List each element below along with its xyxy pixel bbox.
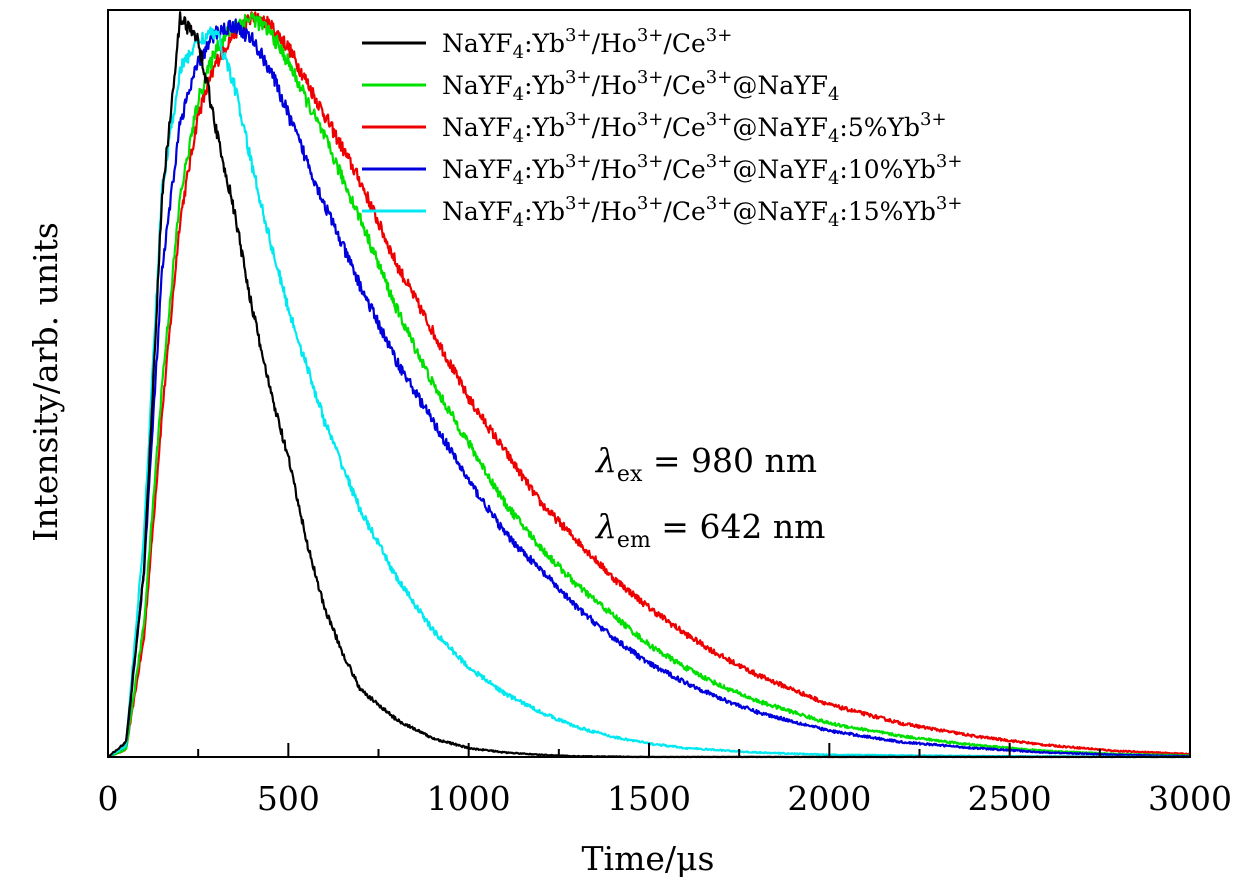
legend-text-part: /Ce bbox=[663, 71, 705, 100]
legend-text-part: /Ho bbox=[592, 113, 637, 142]
legend-text-part: :Yb bbox=[524, 29, 565, 58]
legend-text-part: 3+ bbox=[637, 151, 664, 172]
x-tick-label: 1000 bbox=[427, 779, 511, 818]
legend-text-part: :15%Yb bbox=[839, 197, 936, 226]
legend-text-part: :Yb bbox=[524, 197, 565, 226]
legend-text-part: 4 bbox=[513, 84, 524, 105]
y-axis-title: Intensity/arb. units bbox=[26, 222, 65, 542]
legend-text-part: 3+ bbox=[936, 193, 963, 214]
legend-text-part: NaYF bbox=[442, 197, 513, 226]
legend-text-part: :5%Yb bbox=[839, 113, 920, 142]
legend-text-part: 3+ bbox=[706, 109, 733, 130]
series-line-3 bbox=[107, 11, 1191, 758]
legend-text-part: 3+ bbox=[565, 109, 592, 130]
legend: NaYF4:Yb3+/Ho3+/Ce3+NaYF4:Yb3+/Ho3+/Ce3+… bbox=[362, 25, 962, 231]
legend-text-part: :Yb bbox=[524, 155, 565, 184]
x-axis: 0 500 1000 1500 2000 2500 3000 bbox=[98, 743, 1232, 818]
annotation-emission: λem = 642 nm bbox=[594, 507, 825, 553]
x-tick-label: 3000 bbox=[1148, 779, 1232, 818]
legend-text-part: 4 bbox=[828, 210, 839, 231]
legend-text-part: 4 bbox=[513, 168, 524, 189]
legend-text-part: 3+ bbox=[936, 151, 963, 172]
legend-text-part: 3+ bbox=[920, 109, 947, 130]
legend-text-part: 4 bbox=[828, 126, 839, 147]
legend-text-part: /Ho bbox=[592, 155, 637, 184]
excitation-subscript: ex bbox=[617, 462, 643, 487]
legend-text-part: @NaYF bbox=[732, 197, 828, 226]
excitation-value: = 980 nm bbox=[642, 441, 817, 480]
x-tick-label: 2000 bbox=[787, 779, 871, 818]
legend-text-part: :Yb bbox=[524, 71, 565, 100]
legend-text-part: 4 bbox=[828, 84, 839, 105]
svg-text:λem = 642 nm: λem = 642 nm bbox=[594, 507, 825, 553]
legend-text-part: 3+ bbox=[637, 109, 664, 130]
x-tick-label: 0 bbox=[98, 779, 119, 818]
legend-text-part: NaYF bbox=[442, 155, 513, 184]
legend-text-part: 3+ bbox=[565, 25, 592, 46]
legend-label-3: NaYF4:Yb3+/Ho3+/Ce3+@NaYF4:5%Yb3+ bbox=[442, 109, 947, 147]
legend-text-part: /Ce bbox=[663, 197, 705, 226]
legend-text-part: 3+ bbox=[637, 193, 664, 214]
x-tick-label: 2500 bbox=[968, 779, 1052, 818]
legend-text-part: /Ho bbox=[592, 71, 637, 100]
legend-text-part: 3+ bbox=[706, 151, 733, 172]
legend-label-5: NaYF4:Yb3+/Ho3+/Ce3+@NaYF4:15%Yb3+ bbox=[442, 193, 962, 231]
legend-text-part: 4 bbox=[828, 168, 839, 189]
legend-text-part: /Ho bbox=[592, 29, 637, 58]
legend-text-part: 3+ bbox=[565, 151, 592, 172]
legend-text-part: :Yb bbox=[524, 113, 565, 142]
legend-text-part: 3+ bbox=[706, 193, 733, 214]
legend-text-part: 3+ bbox=[706, 67, 733, 88]
legend-label-4: NaYF4:Yb3+/Ho3+/Ce3+@NaYF4:10%Yb3+ bbox=[442, 151, 962, 189]
legend-text-part: @NaYF bbox=[732, 71, 828, 100]
legend-label-2: NaYF4:Yb3+/Ho3+/Ce3+@NaYF4 bbox=[442, 67, 839, 105]
x-axis-title: Time/μs bbox=[582, 839, 715, 878]
legend-text-part: 3+ bbox=[565, 193, 592, 214]
legend-text-part: /Ho bbox=[592, 197, 637, 226]
emission-subscript: em bbox=[617, 528, 651, 553]
legend-text-part: @NaYF bbox=[732, 155, 828, 184]
legend-text-part: NaYF bbox=[442, 71, 513, 100]
x-tick-label: 500 bbox=[257, 779, 320, 818]
legend-text-part: 3+ bbox=[706, 25, 733, 46]
legend-text-part: :10%Yb bbox=[839, 155, 936, 184]
legend-text-part: NaYF bbox=[442, 29, 513, 58]
legend-text-part: 4 bbox=[513, 210, 524, 231]
legend-text-part: 3+ bbox=[565, 67, 592, 88]
annotation-excitation: λex = 980 nm bbox=[594, 441, 817, 487]
legend-text-part: NaYF bbox=[442, 113, 513, 142]
svg-text:λex = 980 nm: λex = 980 nm bbox=[594, 441, 817, 487]
legend-label-1: NaYF4:Yb3+/Ho3+/Ce3+ bbox=[442, 25, 732, 63]
legend-text-part: 3+ bbox=[637, 25, 664, 46]
legend-text-part: /Ce bbox=[663, 113, 705, 142]
legend-text-part: /Ce bbox=[663, 29, 705, 58]
legend-text-part: @NaYF bbox=[732, 113, 828, 142]
x-tick-label: 1500 bbox=[607, 779, 691, 818]
legend-text-part: /Ce bbox=[663, 155, 705, 184]
emission-value: = 642 nm bbox=[651, 507, 826, 546]
excitation-symbol: λ bbox=[594, 441, 617, 480]
emission-symbol: λ bbox=[594, 507, 617, 546]
legend-text-part: 3+ bbox=[637, 67, 664, 88]
legend-text-part: 4 bbox=[513, 126, 524, 147]
legend-text-part: 4 bbox=[513, 42, 524, 63]
